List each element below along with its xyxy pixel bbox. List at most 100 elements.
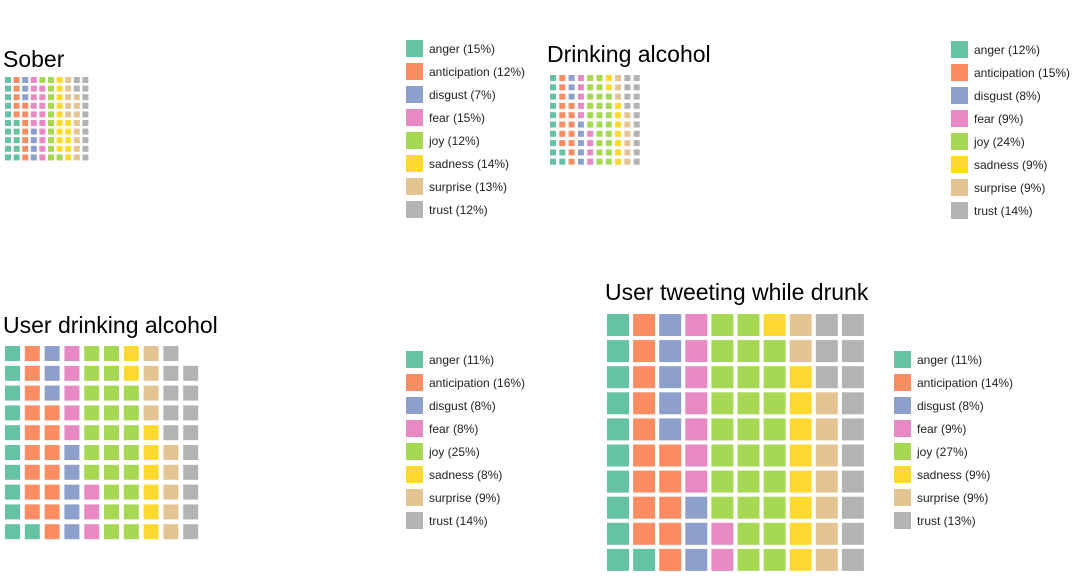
waffle-cell-fear (39, 85, 46, 92)
waffle-cell-trust (82, 145, 89, 152)
legend-label: trust (14%) (429, 514, 488, 528)
waffle-cell-trust (183, 385, 199, 401)
waffle-cell-trust (624, 75, 631, 81)
waffle-cell-anger (5, 425, 20, 441)
waffle-cell-anticipation (13, 94, 20, 101)
legend-swatch (406, 374, 423, 391)
waffle-cell-joy (587, 121, 594, 128)
waffle-cell-anger (5, 484, 20, 500)
waffle-cell-joy (763, 470, 786, 493)
waffle-cell-sadness (615, 149, 622, 156)
waffle-cell-surprise (789, 314, 812, 336)
waffle-cell-fear (64, 385, 80, 401)
waffle-cell-trust (624, 84, 631, 91)
waffle-cell-trust (82, 94, 89, 101)
waffle-cell-anticipation (633, 314, 656, 336)
waffle-cell-anticipation (633, 366, 656, 389)
waffle-cell-joy (596, 149, 603, 156)
waffle-cell-anger (5, 111, 11, 118)
waffle-cell-sadness (605, 84, 612, 91)
legend-swatch (951, 41, 968, 58)
waffle-cell-sadness (65, 145, 72, 152)
waffle-cell-anger (607, 496, 629, 519)
waffle-cell-joy (711, 340, 734, 363)
legend-swatch (951, 133, 968, 150)
waffle-cell-joy (123, 385, 139, 401)
waffle-cell-trust (183, 445, 199, 460)
waffle-cell-anger (550, 75, 556, 81)
waffle-cell-trust (82, 154, 89, 161)
waffle-cell-joy (737, 418, 760, 441)
waffle-cell-sadness (65, 128, 72, 135)
waffle-cell-sadness (56, 137, 63, 144)
waffle-cell-anger (607, 392, 629, 415)
waffle-cell-joy (84, 425, 100, 441)
legend-label: fear (15%) (429, 111, 486, 125)
waffle-cell-anticipation (559, 140, 566, 147)
waffle-cell-anticipation (22, 102, 29, 109)
legend-swatch (406, 351, 423, 368)
waffle-cell-anger (559, 149, 566, 156)
waffle-cell-anger (5, 365, 20, 381)
waffle-cell-sadness (56, 145, 63, 152)
legend-label: surprise (9%) (974, 181, 1046, 195)
chart-title: Drinking alcohol (547, 41, 711, 67)
waffle-cell-anticipation (559, 112, 566, 119)
legend-swatch (951, 64, 968, 81)
waffle-cell-anticipation (568, 121, 575, 128)
legend-label: joy (27%) (917, 445, 968, 459)
waffle-cell-anger (550, 121, 556, 128)
waffle-cell-sadness (789, 366, 812, 389)
waffle-cell-surprise (73, 111, 80, 118)
waffle-cell-sadness (763, 314, 786, 336)
legend-label: sadness (8%) (429, 468, 503, 482)
legend-swatch (406, 40, 423, 57)
waffle-cell-anger (5, 85, 11, 92)
legend-swatch (951, 87, 968, 104)
legend-label: anger (15%) (429, 42, 496, 56)
waffle-cell-fear (30, 102, 37, 109)
waffle-cell-anticipation (24, 365, 40, 381)
waffle-cell-surprise (65, 85, 72, 92)
waffle-cell-surprise (815, 496, 838, 519)
legend-swatch (406, 489, 423, 506)
waffle-cell-joy (84, 405, 100, 421)
waffle-cell-joy (123, 484, 139, 500)
waffle-cell-fear (685, 314, 708, 336)
legend-label: anger (11%) (917, 353, 983, 367)
waffle-cell-anticipation (44, 425, 60, 441)
waffle-grid (607, 314, 864, 571)
waffle-cell-trust (163, 346, 179, 361)
waffle-cell-anger (607, 444, 629, 467)
waffle-cell-joy (104, 464, 119, 480)
waffle-cell-anticipation (633, 418, 656, 441)
waffle-cell-sadness (605, 75, 612, 81)
waffle-cell-fear (30, 85, 37, 92)
waffle-cell-joy (737, 470, 760, 493)
waffle-cell-joy (763, 522, 786, 545)
legend-swatch (406, 178, 423, 195)
waffle-cell-trust (841, 496, 864, 519)
waffle-cell-trust (815, 314, 838, 336)
waffle-cell-trust (841, 392, 864, 415)
waffle-cell-anticipation (559, 121, 566, 128)
waffle-cell-anger (633, 548, 656, 571)
legend-swatch (406, 155, 423, 172)
waffle-cell-joy (104, 405, 119, 421)
waffle-cell-fear (64, 405, 80, 421)
legend-label: trust (12%) (429, 203, 488, 217)
waffle-cell-surprise (624, 130, 631, 137)
waffle-cell-disgust (659, 418, 682, 441)
waffle-cell-trust (633, 84, 640, 91)
legend-swatch (406, 63, 423, 80)
waffle-cell-joy (104, 365, 119, 381)
waffle-cell-joy (763, 392, 786, 415)
waffle-cell-fear (64, 346, 80, 361)
waffle-cell-fear (577, 93, 584, 100)
legend-swatch (406, 109, 423, 126)
waffle-grid (5, 346, 199, 540)
waffle-cell-trust (815, 340, 838, 363)
waffle-cell-surprise (815, 418, 838, 441)
waffle-cell-joy (605, 140, 612, 147)
waffle-cell-fear (39, 120, 46, 126)
